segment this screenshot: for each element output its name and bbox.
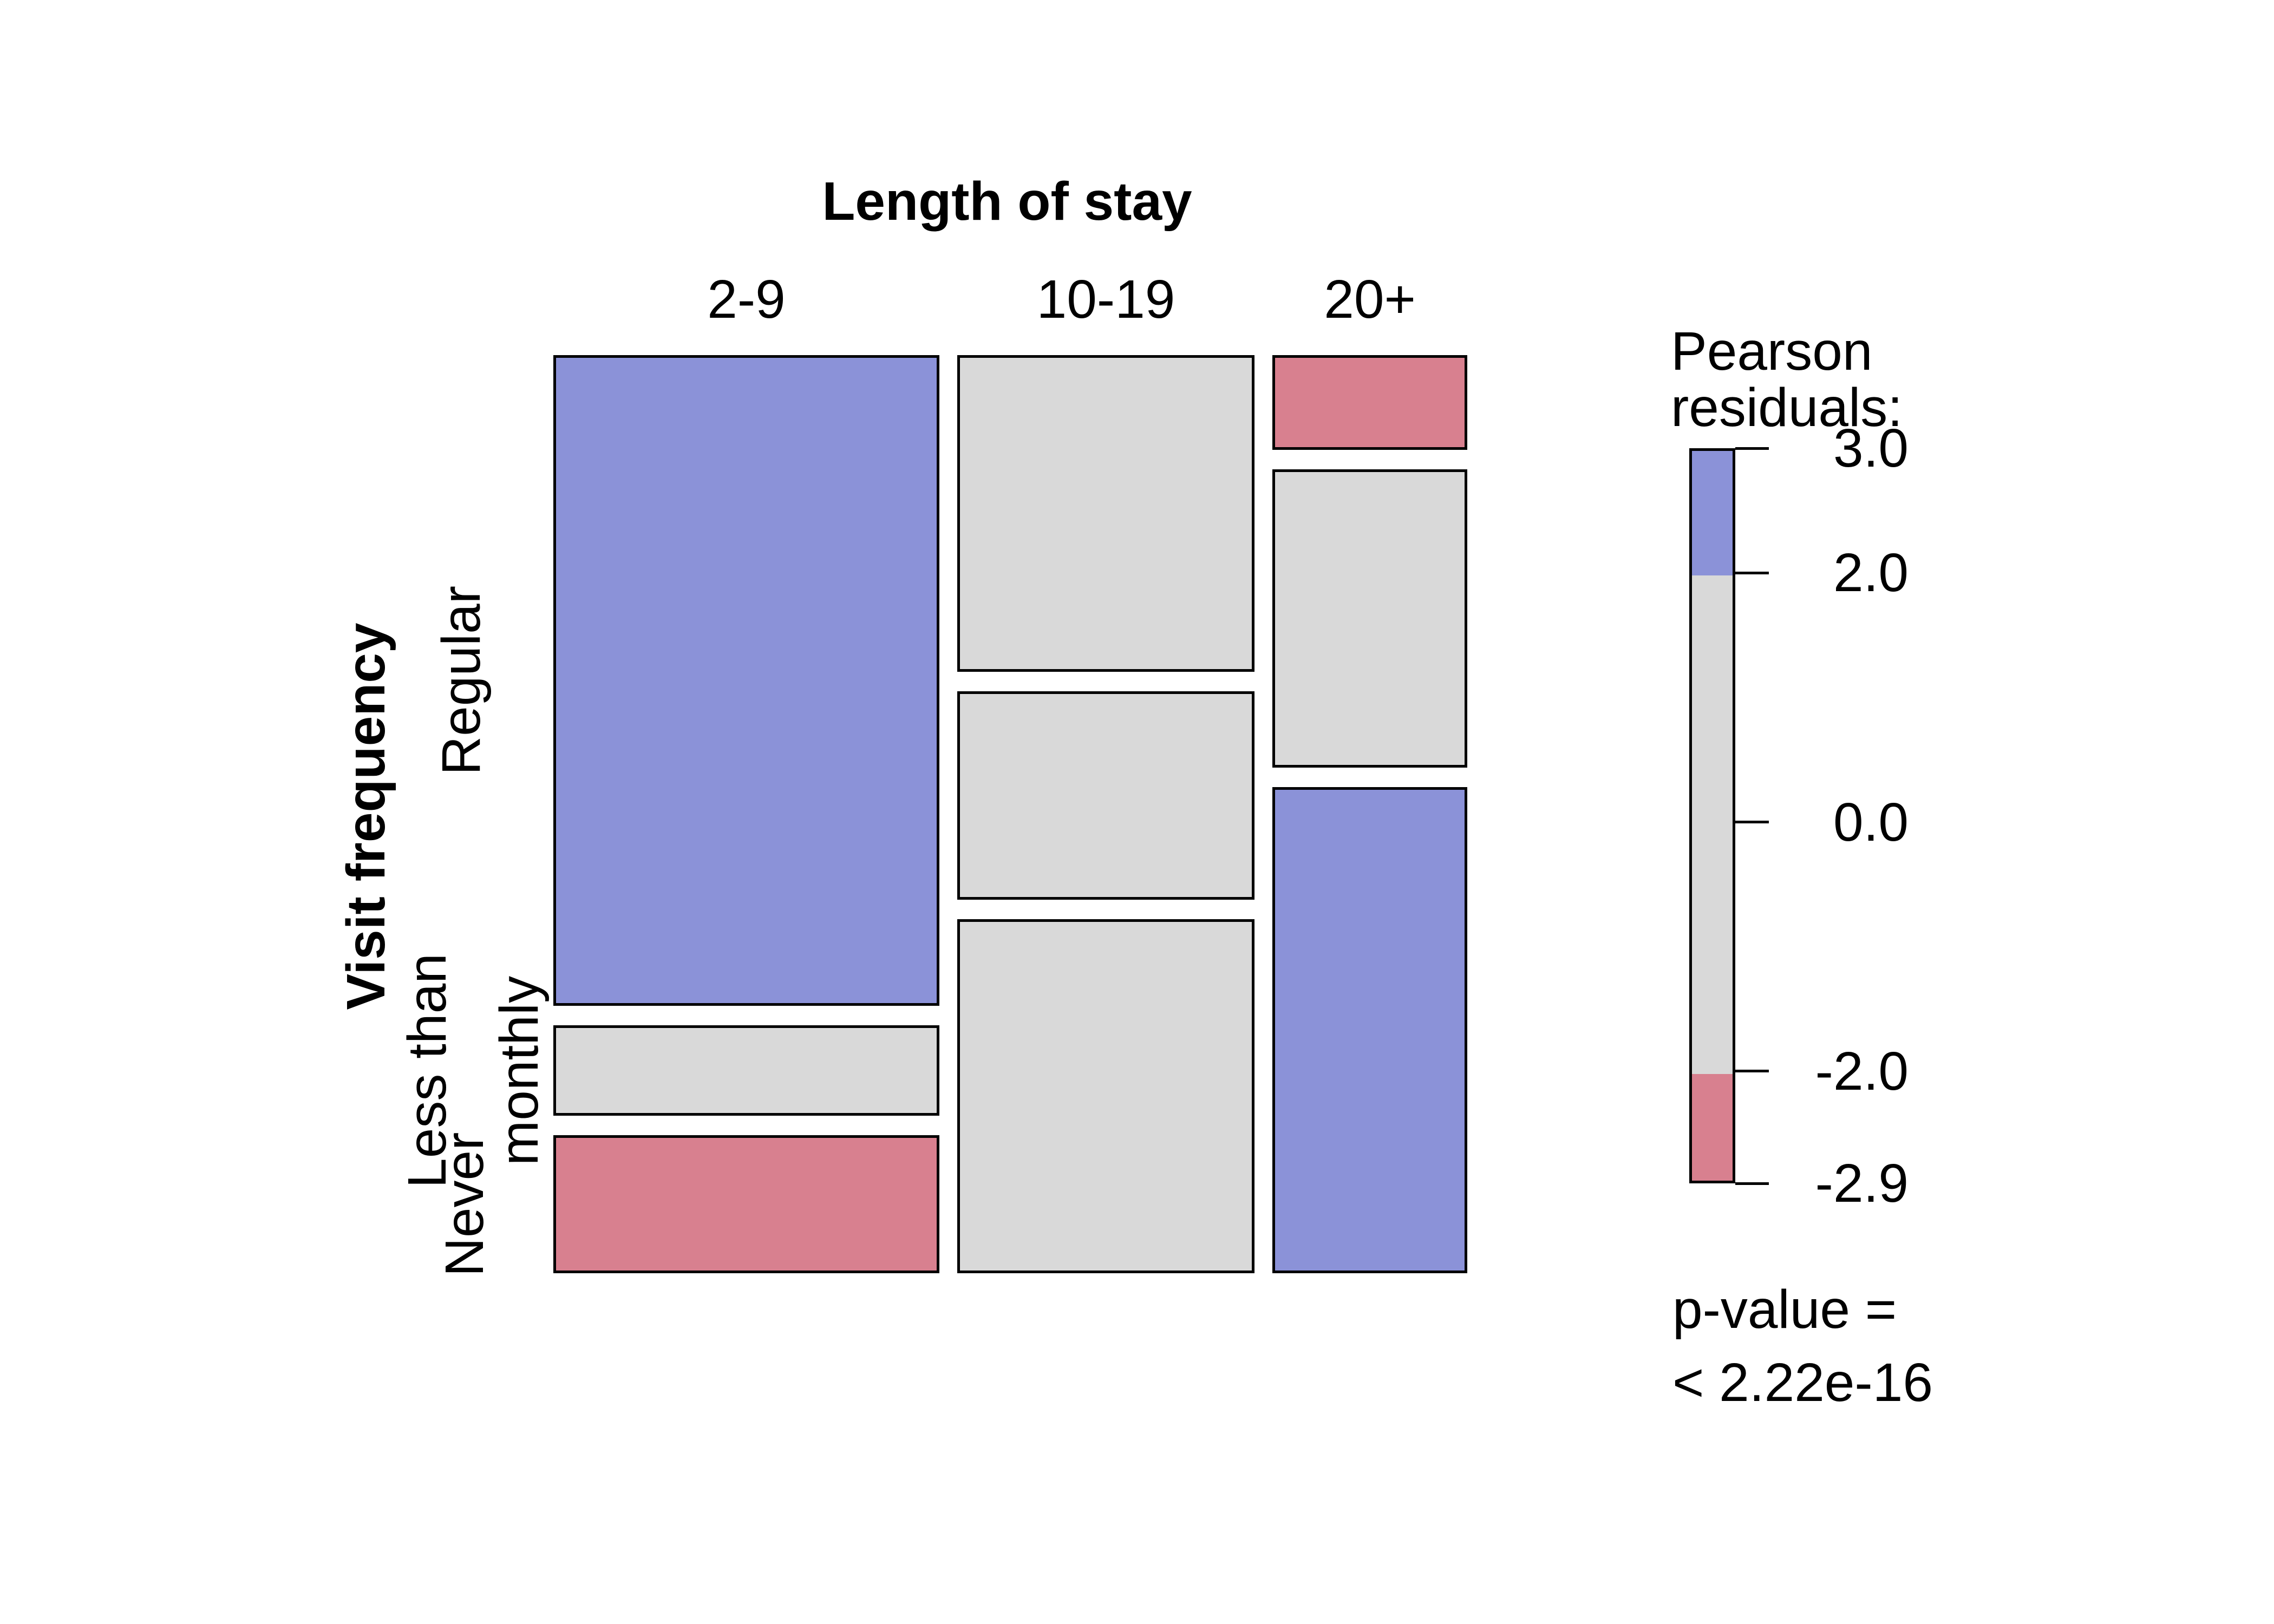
legend-segment xyxy=(1692,451,1733,576)
legend-title: Pearson residuals: xyxy=(1671,323,1903,436)
p-value-line: < 2.22e-16 xyxy=(1672,1352,1933,1413)
row-label-line: Regular xyxy=(431,586,492,776)
legend-tick-label: 3.0 xyxy=(1833,418,1909,479)
legend-tick-label: -2.0 xyxy=(1815,1040,1909,1102)
mosaic-tile xyxy=(957,919,1255,1273)
column-label: 2-9 xyxy=(707,269,786,330)
legend-tick xyxy=(1735,1070,1769,1073)
legend-title-line: residuals: xyxy=(1671,377,1903,438)
x-axis-title: Length of stay xyxy=(822,171,1192,232)
legend-color-bar xyxy=(1689,448,1735,1183)
p-value-line: p-value = xyxy=(1672,1279,1897,1340)
y-axis-title: Visit frequency xyxy=(336,623,396,1010)
mosaic-tile xyxy=(553,355,940,1006)
row-label-line: Never xyxy=(434,1132,495,1277)
p-value-text: p-value = < 2.22e-16 xyxy=(1672,1273,1933,1419)
legend-segment xyxy=(1692,1073,1733,1181)
mosaic-tile xyxy=(957,691,1255,900)
column-label: 10-19 xyxy=(1036,269,1175,330)
legend-tick-label: 0.0 xyxy=(1833,791,1909,853)
legend-tick xyxy=(1735,821,1769,823)
column-label: 20+ xyxy=(1324,269,1416,330)
legend-tick-label: -2.9 xyxy=(1815,1153,1909,1214)
legend-tick xyxy=(1735,571,1769,574)
legend-tick xyxy=(1735,447,1769,450)
row-label: Regular xyxy=(415,586,507,775)
mosaic-tile xyxy=(1272,787,1467,1273)
legend-segment xyxy=(1692,575,1733,1074)
row-label: Never xyxy=(419,1132,511,1276)
mosaic-tile xyxy=(553,1135,940,1273)
legend-tick xyxy=(1735,1182,1769,1185)
mosaic-tile xyxy=(957,355,1255,672)
mosaic-tile xyxy=(553,1025,940,1116)
legend-title-line: Pearson xyxy=(1671,321,1873,382)
mosaic-tile xyxy=(1272,355,1467,450)
mosaic-tile xyxy=(1272,469,1467,768)
legend-tick-label: 2.0 xyxy=(1833,542,1909,604)
